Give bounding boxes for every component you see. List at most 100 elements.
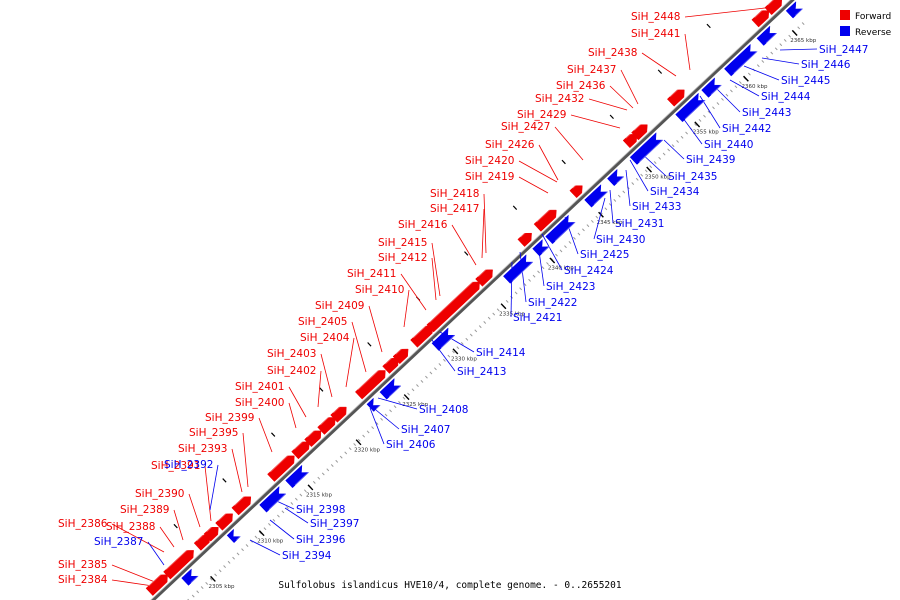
forward-gene-block[interactable]: [145, 573, 168, 596]
forward-gene-label[interactable]: SiH_2416: [398, 219, 448, 231]
forward-gene-label[interactable]: SiH_2402: [267, 365, 316, 377]
forward-gene-block[interactable]: [517, 231, 532, 247]
forward-gene-label[interactable]: SiH_2387: [94, 536, 143, 548]
forward-gene-label[interactable]: SiH_2417: [430, 203, 479, 215]
reverse-gene-label[interactable]: SiH_2439: [686, 154, 735, 166]
forward-gene-label[interactable]: SiH_2438: [588, 47, 637, 59]
forward-gene-label[interactable]: SiH_2420: [465, 155, 514, 167]
reverse-gene-label[interactable]: SiH_2422: [528, 297, 577, 309]
forward-gene-label[interactable]: SiH_2392: [164, 459, 213, 471]
reverse-gene-label[interactable]: SiH_2431: [615, 218, 664, 230]
reverse-gene-block[interactable]: [503, 254, 535, 284]
reverse-gene-label[interactable]: SiH_2396: [296, 534, 346, 546]
forward-gene-label[interactable]: SiH_2399: [205, 412, 254, 424]
forward-gene-block[interactable]: [622, 132, 638, 149]
forward-gene-label[interactable]: SiH_2448: [631, 11, 680, 23]
reverse-gene-label[interactable]: SiH_2397: [310, 518, 359, 530]
reverse-gene-label[interactable]: SiH_2442: [722, 123, 771, 135]
reverse-gene-block[interactable]: [675, 92, 708, 123]
reverse-gene-block[interactable]: [366, 397, 383, 412]
forward-gene-block[interactable]: [475, 268, 493, 287]
reverse-gene-label[interactable]: SiH_2435: [668, 171, 717, 183]
forward-gene-label[interactable]: SiH_2437: [567, 64, 616, 76]
forward-gene-block[interactable]: [231, 495, 252, 516]
reverse-gene-label[interactable]: SiH_2447: [819, 44, 868, 56]
forward-gene-label[interactable]: SiH_2432: [535, 93, 584, 105]
forward-gene-block[interactable]: [764, 0, 782, 16]
reverse-gene-block[interactable]: [545, 214, 578, 245]
forward-gene-label[interactable]: SiH_2441: [631, 28, 680, 40]
reverse-gene-label[interactable]: SiH_2408: [419, 404, 468, 416]
forward-gene-block[interactable]: [215, 512, 233, 531]
reverse-gene-label[interactable]: SiH_2414: [476, 347, 526, 359]
forward-gene-block[interactable]: [203, 525, 219, 542]
forward-gene-label[interactable]: SiH_2411: [347, 268, 396, 280]
forward-gene-label[interactable]: SiH_2404: [300, 332, 350, 344]
forward-gene-label[interactable]: SiH_2400: [235, 397, 284, 409]
forward-gene-label[interactable]: SiH_2415: [378, 237, 427, 249]
forward-gene-label[interactable]: SiH_2436: [556, 80, 606, 92]
reverse-gene-label[interactable]: SiH_2421: [513, 312, 562, 324]
forward-gene-block[interactable]: [666, 88, 685, 107]
forward-gene-label[interactable]: SiH_2395: [189, 427, 238, 439]
forward-gene-label[interactable]: SiH_2426: [485, 139, 535, 151]
reverse-gene-block[interactable]: [532, 238, 552, 257]
forward-gene-block[interactable]: [317, 415, 336, 435]
forward-gene-label[interactable]: SiH_2388: [106, 521, 155, 533]
forward-gene-block[interactable]: [426, 280, 480, 333]
reverse-gene-block[interactable]: [607, 168, 626, 187]
forward-gene-block[interactable]: [569, 183, 583, 199]
forward-gene-label[interactable]: SiH_2403: [267, 348, 316, 360]
reverse-gene-block[interactable]: [431, 327, 457, 351]
reverse-gene-label[interactable]: SiH_2443: [742, 107, 791, 119]
forward-gene-label[interactable]: SiH_2412: [378, 252, 427, 264]
forward-gene-block[interactable]: [304, 429, 322, 448]
reverse-gene-block[interactable]: [785, 1, 805, 19]
forward-gene-block[interactable]: [751, 8, 770, 28]
reverse-gene-block[interactable]: [259, 485, 288, 513]
reverse-gene-label[interactable]: SiH_2413: [457, 366, 506, 378]
reverse-gene-label[interactable]: SiH_2398: [296, 504, 345, 516]
reverse-gene-block[interactable]: [226, 528, 243, 544]
reverse-gene-block[interactable]: [379, 377, 403, 400]
forward-gene-block[interactable]: [631, 122, 648, 141]
forward-gene-block[interactable]: [410, 324, 434, 348]
forward-gene-block[interactable]: [163, 548, 194, 580]
forward-gene-label[interactable]: SiH_2429: [517, 109, 566, 121]
forward-gene-label[interactable]: SiH_2385: [58, 559, 107, 571]
reverse-gene-label[interactable]: SiH_2394: [282, 550, 332, 562]
reverse-gene-block[interactable]: [724, 43, 760, 77]
forward-gene-label[interactable]: SiH_2401: [235, 381, 284, 393]
forward-gene-label[interactable]: SiH_2390: [135, 488, 184, 500]
forward-gene-label[interactable]: SiH_2386: [58, 518, 108, 530]
reverse-gene-label[interactable]: SiH_2424: [564, 265, 614, 277]
forward-gene-label[interactable]: SiH_2384: [58, 574, 108, 586]
forward-gene-label[interactable]: SiH_2409: [315, 300, 364, 312]
reverse-gene-label[interactable]: SiH_2445: [781, 75, 830, 87]
reverse-gene-label[interactable]: SiH_2433: [632, 201, 681, 213]
reverse-gene-block[interactable]: [701, 77, 724, 98]
forward-gene-label[interactable]: SiH_2405: [298, 316, 347, 328]
forward-gene-block[interactable]: [267, 454, 295, 482]
reverse-gene-block[interactable]: [629, 132, 665, 165]
forward-gene-block[interactable]: [354, 368, 386, 400]
forward-gene-label[interactable]: SiH_2393: [178, 443, 227, 455]
reverse-gene-label[interactable]: SiH_2423: [546, 281, 595, 293]
forward-gene-label[interactable]: SiH_2389: [120, 504, 169, 516]
forward-gene-block[interactable]: [330, 405, 347, 423]
forward-gene-block[interactable]: [533, 208, 557, 232]
forward-gene-label[interactable]: SiH_2391: [151, 460, 200, 472]
reverse-gene-label[interactable]: SiH_2434: [650, 186, 700, 198]
reverse-gene-label[interactable]: SiH_2430: [596, 234, 645, 246]
reverse-gene-label[interactable]: SiH_2440: [704, 139, 753, 151]
reverse-gene-label[interactable]: SiH_2406: [386, 439, 436, 451]
forward-gene-label[interactable]: SiH_2410: [355, 284, 404, 296]
forward-gene-label[interactable]: SiH_2427: [501, 121, 550, 133]
reverse-gene-block[interactable]: [181, 568, 201, 586]
forward-gene-label[interactable]: SiH_2418: [430, 188, 479, 200]
forward-gene-label[interactable]: SiH_2419: [465, 171, 514, 183]
reverse-gene-label[interactable]: SiH_2444: [761, 91, 811, 103]
reverse-gene-block[interactable]: [756, 25, 779, 46]
reverse-gene-block[interactable]: [584, 184, 610, 208]
reverse-gene-label[interactable]: SiH_2446: [801, 59, 851, 71]
